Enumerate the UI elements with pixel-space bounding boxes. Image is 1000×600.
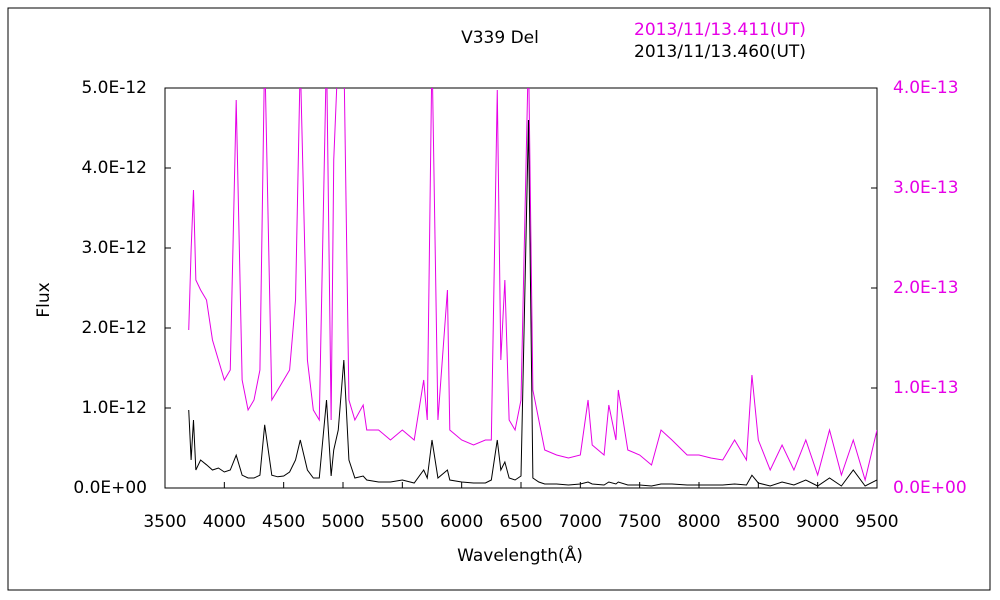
x-tick-label: 5500 — [381, 512, 424, 532]
spectrum-line — [188, 119, 877, 487]
x-tick-label: 8500 — [737, 512, 780, 532]
y-tick-label: 0.0E+00 — [73, 478, 147, 498]
y2-tick-label: 4.0E-13 — [893, 78, 959, 98]
x-tick-label: 7000 — [559, 512, 602, 532]
x-tick-label: 9500 — [855, 512, 898, 532]
x-tick-label: 4000 — [203, 512, 246, 532]
x-tick-label: 3500 — [143, 512, 186, 532]
x-tick-label: 8000 — [677, 512, 720, 532]
x-tick-label: 4500 — [262, 512, 305, 532]
y-tick-label: 3.0E-12 — [81, 238, 147, 258]
y2-tick-label: 1.0E-13 — [893, 378, 959, 398]
y2-tick-label: 3.0E-13 — [893, 178, 959, 198]
y-tick-label: 5.0E-12 — [81, 78, 147, 98]
legend-entry: 2013/11/13.460(UT) — [634, 42, 806, 62]
outer-frame — [7, 7, 991, 591]
y-axis-label: Flux — [34, 282, 54, 317]
x-tick-label: 6500 — [499, 512, 542, 532]
y-tick-label: 1.0E-12 — [81, 398, 147, 418]
x-axis-label: Wavelength(Å) — [457, 544, 583, 566]
y2-tick-label: 2.0E-13 — [893, 278, 959, 298]
x-tick-label: 9000 — [796, 512, 839, 532]
chart-title: V339 Del — [461, 28, 539, 48]
x-tick-label: 7500 — [618, 512, 661, 532]
y-tick-label: 2.0E-12 — [81, 318, 147, 338]
x-tick-label: 6000 — [440, 512, 483, 532]
spectrum-line — [188, 88, 877, 482]
x-tick-label: 5000 — [321, 512, 364, 532]
legend-entry: 2013/11/13.411(UT) — [634, 20, 806, 40]
y-tick-label: 4.0E-12 — [81, 158, 147, 178]
y2-tick-label: 0.0E+00 — [893, 478, 967, 498]
plot-frame — [164, 87, 878, 489]
